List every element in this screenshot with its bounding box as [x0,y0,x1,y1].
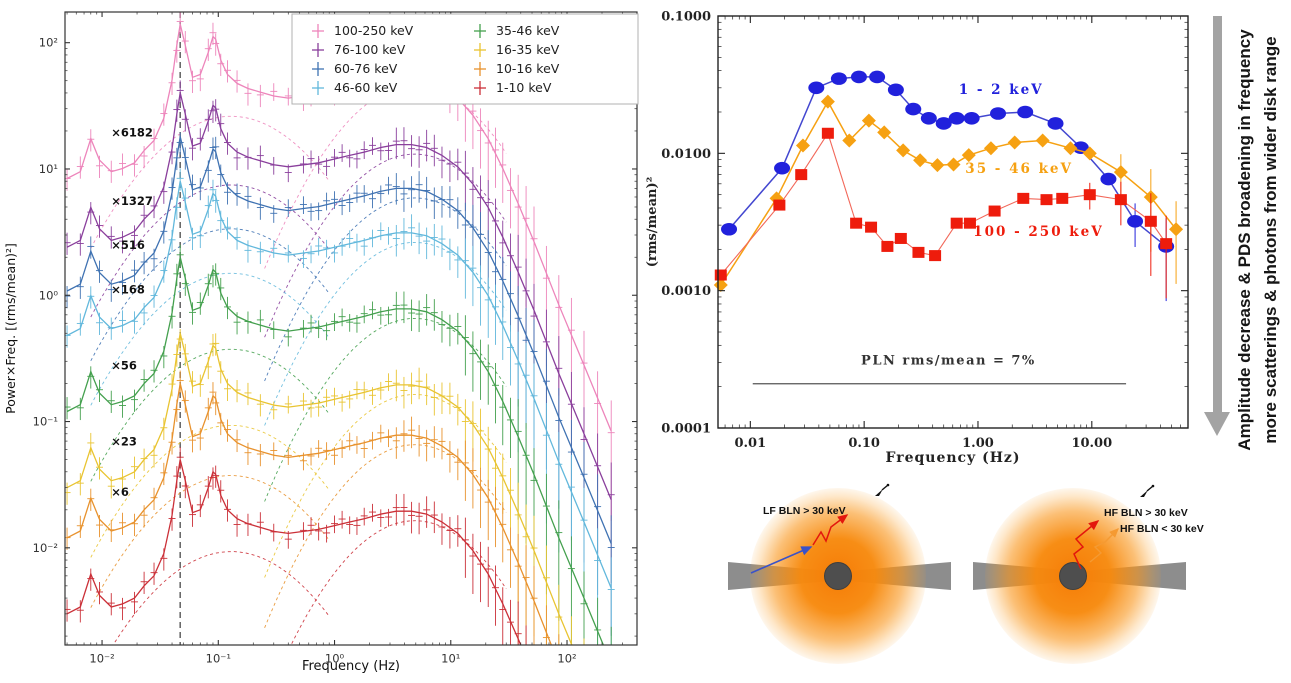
photon-label-hf-low: HF BLN < 30 keV [1120,523,1204,535]
svg-text:0.1000: 0.1000 [661,10,711,25]
bh-corona-diagram-hf: HF BLN > 30 keV HF BLN < 30 keV [940,470,1260,683]
svg-text:×23: ×23 [111,435,137,449]
scattered-photon-arrow-red [812,514,849,546]
rms-series-100 - 250 keV [714,127,1173,299]
svg-text:0.0010: 0.0010 [661,284,711,299]
svg-text:76-100 keV: 76-100 keV [334,42,406,57]
right-rms-plot: 1 - 2 keV 35 - 46 keV 100 - 250 keV PLN rms… [645,10,1189,466]
black-hole [1059,562,1087,590]
rms-series-1 - 2 keV [721,70,1175,302]
satellite-icon [1140,484,1155,497]
photon-label-hf-high: HF BLN > 30 keV [1104,507,1188,519]
photon-path-arrows [1073,520,1119,570]
svg-text:0.0100: 0.0100 [661,147,711,162]
svg-text:Frequency (Hz): Frequency (Hz) [302,659,400,674]
photon-path-arrows [750,514,849,574]
svg-text:(rms/mean)²: (rms/mean)² [645,177,660,268]
svg-text:PLN rms/mean = 7%: PLN rms/mean = 7% [861,353,1036,368]
black-hole [824,562,852,590]
svg-text:10⁻¹: 10⁻¹ [206,652,231,666]
left-pds-stacked-plot: ×6182 ×1327 ×516 ×168 ×56 ×23 ×6 10⁻² 10⁻¹ 10⁰ 10¹… [3,11,639,674]
svg-text:0.10: 0.10 [848,436,880,451]
rms-series-layer [713,70,1184,302]
svg-text:35 - 46 keV: 35 - 46 keV [965,161,1073,177]
vertical-annotation-text: Amplitude decrease & PDS broadening in f… [1232,5,1286,475]
hf-photon-arrow-red [1073,520,1100,570]
svg-text:×1327: ×1327 [111,194,153,208]
rms-series-35 - 46 keV [713,94,1184,292]
svg-text:46-60 keV: 46-60 keV [334,80,398,95]
svg-text:60-76 keV: 60-76 keV [334,61,398,76]
pds-series-1-10 keV [65,447,527,645]
svg-text:100-250 keV: 100-250 keV [334,23,414,38]
downward-arrow-head [1204,412,1230,436]
svg-text:10⁻²: 10⁻² [89,652,114,666]
svg-text:×56: ×56 [111,358,137,372]
svg-text:10²: 10² [557,652,576,666]
annotation-line-1: Amplitude decrease & PDS broadening in f… [1235,29,1254,451]
svg-text:0.0001: 0.0001 [661,422,711,437]
svg-text:Frequency (Hz): Frequency (Hz) [886,450,1021,466]
pds-series-35-46 keV [65,244,612,645]
pds-series-10-16 keV [65,370,560,645]
seed-photon-arrow-blue [750,546,813,574]
pds-series-46-60 keV [65,168,615,645]
annotation-line-2: more scatterings & photons from wider di… [1261,36,1280,444]
svg-text:16-35 keV: 16-35 keV [496,42,560,57]
svg-text:35-46 keV: 35-46 keV [496,23,560,38]
svg-text:×6182: ×6182 [111,125,153,139]
svg-text:0.01: 0.01 [734,436,766,451]
svg-text:10⁰: 10⁰ [325,652,345,666]
svg-text:Power×Freq. [(rms/mean)²]: Power×Freq. [(rms/mean)²] [3,243,18,414]
svg-text:10.00: 10.00 [1071,436,1112,451]
bh-corona-diagram-lf: LF BLN > 30 keV [705,470,1025,683]
hf-photon-arrow-orange [1089,528,1119,563]
svg-text:×516: ×516 [111,238,145,252]
vertical-annotation-column: Amplitude decrease & PDS broadening in f… [1204,0,1291,475]
svg-text:10⁰: 10⁰ [39,288,59,302]
photon-label-lf: LF BLN > 30 keV [763,505,846,517]
pds-series-layer [65,12,615,645]
svg-text:10²: 10² [39,36,58,50]
satellite-icon [875,483,890,496]
svg-text:10¹: 10¹ [441,652,460,666]
svg-text:×6: ×6 [111,485,129,499]
svg-text:100 - 250 keV: 100 - 250 keV [973,224,1103,240]
svg-text:10⁻²: 10⁻² [33,541,58,555]
pds-legend: 100-250 keV 76-100 keV 60-76 keV 46-60 keV 3… [291,13,639,105]
svg-text:1.00: 1.00 [962,436,994,451]
svg-text:10-16 keV: 10-16 keV [496,61,560,76]
svg-text:1-10 keV: 1-10 keV [496,80,552,95]
svg-text:10¹: 10¹ [39,162,58,176]
downward-arrow-icon [1213,16,1222,414]
svg-text:×168: ×168 [111,282,145,296]
svg-text:1 - 2 keV: 1 - 2 keV [959,82,1044,98]
svg-text:10⁻¹: 10⁻¹ [33,415,58,429]
